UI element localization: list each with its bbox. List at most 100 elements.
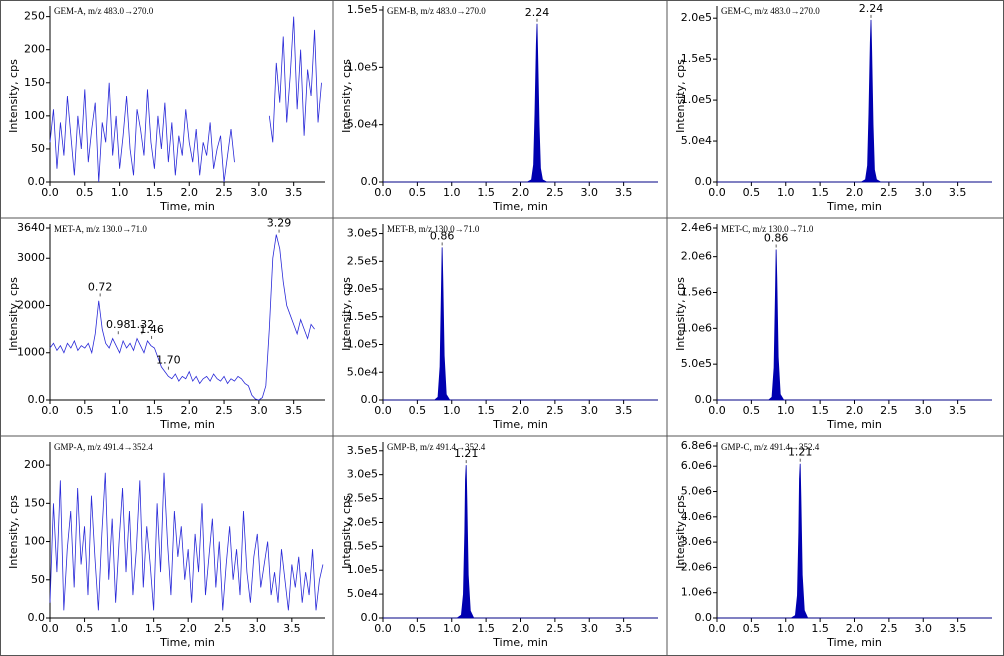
x-tick-label: 0.5 xyxy=(76,186,94,199)
y-tick-label: 3.0e6 xyxy=(681,535,712,548)
x-tick-label: 2.5 xyxy=(880,622,898,635)
peak-label: 1.32 xyxy=(130,318,155,331)
x-tick-label: 2.0 xyxy=(512,622,530,635)
peak xyxy=(383,23,658,183)
chart-title: MET-A, m/z 130.0→71.0 xyxy=(54,224,147,234)
x-tick-label: 0.0 xyxy=(41,186,59,199)
x-axis-label: Time, min xyxy=(492,636,548,649)
y-tick-label: 2.0e5 xyxy=(347,515,378,528)
chart-title: GMP-B, m/z 491.4→352.4 xyxy=(387,442,486,452)
x-tick-label: 0.0 xyxy=(708,404,726,417)
y-tick-label: 2000 xyxy=(17,298,45,311)
y-tick-label: 2.0e6 xyxy=(681,250,712,263)
x-tick-label: 1.5 xyxy=(811,404,829,417)
x-tick-label: 1.5 xyxy=(811,622,829,635)
y-tick-label: 2.0e5 xyxy=(347,282,378,295)
y-tick-label: 1.0e5 xyxy=(347,60,378,73)
x-tick-label: 0.5 xyxy=(743,404,761,417)
y-tick-label: 2.5e5 xyxy=(347,492,378,505)
y-tick-label: 0.0 xyxy=(361,611,379,624)
x-tick-label: 1.5 xyxy=(146,186,164,199)
x-tick-label: 1.5 xyxy=(477,186,495,199)
y-tick-label: 1.5e5 xyxy=(347,539,378,552)
y-tick-label: 3.0e5 xyxy=(347,468,378,481)
y-tick-label: 6.0e6 xyxy=(681,459,712,472)
peak-label: 1.70 xyxy=(156,354,181,367)
peak-label: 0.98 xyxy=(106,318,131,331)
y-tick-label: 0.0 xyxy=(695,611,713,624)
x-tick-label: 0.0 xyxy=(708,622,726,635)
x-tick-label: 3.0 xyxy=(581,404,599,417)
x-tick-label: 1.5 xyxy=(477,404,495,417)
peak xyxy=(717,249,992,401)
y-tick-label: 150 xyxy=(24,76,45,89)
x-tick-label: 2.0 xyxy=(846,622,864,635)
x-tick-label: 1.5 xyxy=(145,622,163,635)
y-tick-label: 1.0e5 xyxy=(347,563,378,576)
y-tick-label: 5.0e4 xyxy=(347,365,378,378)
x-tick-label: 2.0 xyxy=(180,404,198,417)
y-tick-label: 0.0 xyxy=(695,175,713,188)
x-tick-label: 0.5 xyxy=(743,622,761,635)
x-tick-label: 2.5 xyxy=(546,622,564,635)
x-tick-label: 0.5 xyxy=(409,404,427,417)
x-tick-label: 3.0 xyxy=(915,404,933,417)
x-tick-label: 1.0 xyxy=(111,186,129,199)
y-tick-label: 5.0e4 xyxy=(347,587,378,600)
x-tick-label: 1.5 xyxy=(811,186,829,199)
x-tick-label: 2.0 xyxy=(179,622,197,635)
peak-label: 2.24 xyxy=(859,2,884,15)
y-tick-label: 2.0e6 xyxy=(681,560,712,573)
x-tick-label: 1.5 xyxy=(477,622,495,635)
y-tick-label: 1000 xyxy=(17,346,45,359)
x-tick-label: 1.0 xyxy=(443,622,461,635)
y-axis-label: Intensity, cps xyxy=(340,277,353,351)
x-tick-label: 3.0 xyxy=(915,186,933,199)
y-tick-label: 1.5e6 xyxy=(681,286,712,299)
chart-title: GMP-C, m/z 491.4→352.4 xyxy=(721,442,820,452)
peak-label: 0.86 xyxy=(430,229,455,242)
y-tick-label: 0.0 xyxy=(361,393,379,406)
x-tick-label: 1.0 xyxy=(111,404,129,417)
x-tick-label: 0.5 xyxy=(76,404,94,417)
y-tick-label: 6.8e6 xyxy=(681,439,712,452)
x-axis-label: Time, min xyxy=(492,200,548,213)
x-tick-label: 0.0 xyxy=(708,186,726,199)
peak-label: 2.24 xyxy=(525,6,550,19)
y-tick-label: 200 xyxy=(24,458,45,471)
x-tick-label: 3.5 xyxy=(615,404,633,417)
x-tick-label: 2.5 xyxy=(215,186,233,199)
y-tick-label: 3.0e5 xyxy=(347,227,378,240)
y-axis-label: Intensity, cps xyxy=(674,59,687,133)
peak-label: 1.46 xyxy=(139,323,164,336)
x-tick-label: 3.5 xyxy=(949,186,967,199)
peak-label: 0.72 xyxy=(88,280,113,293)
y-tick-label: 1.5e5 xyxy=(681,52,712,65)
y-tick-label: 2.5e5 xyxy=(347,254,378,267)
x-tick-label: 3.5 xyxy=(949,622,967,635)
x-tick-label: 2.5 xyxy=(215,404,233,417)
y-tick-label: 100 xyxy=(24,109,45,122)
x-tick-label: 3.5 xyxy=(285,404,303,417)
trace xyxy=(49,472,324,611)
y-axis-label: Intensity, cps xyxy=(7,495,20,569)
chart-title: GEM-A, m/z 483.0→270.0 xyxy=(54,6,154,16)
y-tick-label: 2.0e5 xyxy=(681,11,712,24)
x-tick-label: 0.0 xyxy=(41,622,59,635)
x-tick-label: 1.5 xyxy=(146,404,164,417)
y-tick-label: 100 xyxy=(24,535,45,548)
y-tick-label: 1.5e5 xyxy=(347,3,378,16)
peak-label: 1.21 xyxy=(454,447,479,460)
y-tick-label: 0.0 xyxy=(28,611,46,624)
x-tick-label: 2.5 xyxy=(546,186,564,199)
x-tick-label: 0.0 xyxy=(374,622,392,635)
x-tick-label: 1.0 xyxy=(777,404,795,417)
y-tick-label: 5.0e5 xyxy=(681,357,712,370)
chart-title: GMP-A, m/z 491.4→352.4 xyxy=(54,442,153,452)
x-tick-label: 2.0 xyxy=(512,404,530,417)
x-tick-label: 0.0 xyxy=(374,186,392,199)
y-tick-label: 3.5e5 xyxy=(347,444,378,457)
x-tick-label: 0.5 xyxy=(409,186,427,199)
y-tick-label: 50 xyxy=(31,573,45,586)
